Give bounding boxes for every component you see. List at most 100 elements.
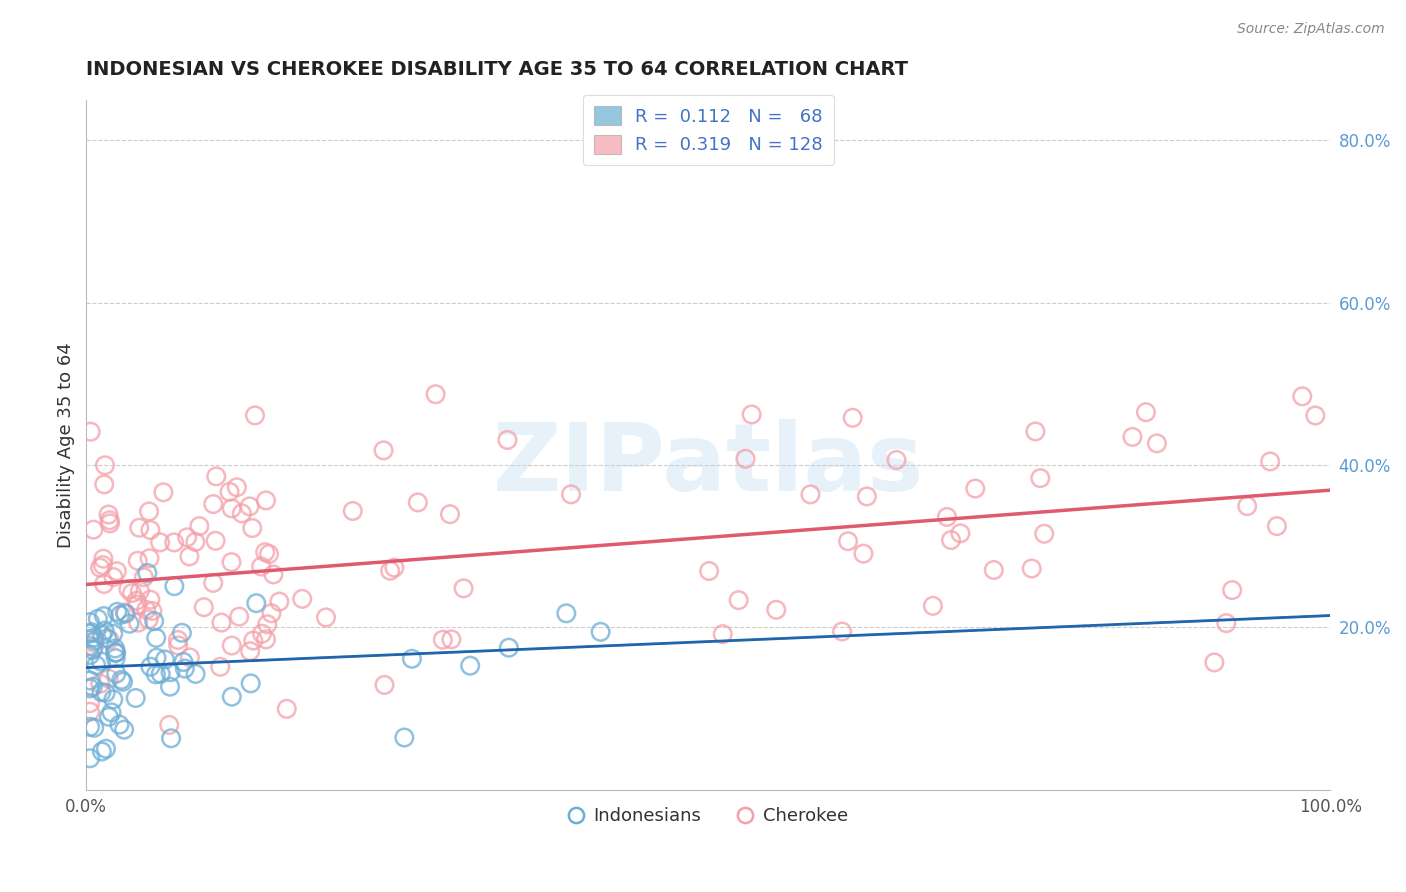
Point (153, 652, 176, 666)
Text: INDONESIAN VS CHEROKEE DISABILITY AGE 35 TO 64 CORRELATION CHART: INDONESIAN VS CHEROKEE DISABILITY AGE 35… (86, 60, 908, 78)
Point (1204, 656, 1226, 670)
Point (83, 635, 105, 649)
Point (238, 500, 260, 514)
Point (1024, 425, 1046, 439)
Point (496, 433, 519, 447)
Point (98, 632, 121, 647)
Point (382, 560, 405, 574)
Point (378, 564, 401, 578)
Point (125, 593, 148, 607)
Point (176, 530, 198, 544)
Point (82, 643, 104, 657)
Point (97, 710, 120, 724)
Point (179, 650, 201, 665)
Point (831, 624, 853, 639)
Legend: Indonesians, Cherokee: Indonesians, Cherokee (561, 800, 855, 832)
Point (211, 615, 233, 630)
Point (167, 639, 190, 653)
Point (401, 652, 423, 666)
Point (103, 570, 125, 584)
Point (406, 495, 429, 509)
Point (949, 526, 972, 541)
Point (112, 723, 135, 737)
Point (170, 625, 193, 640)
Point (1215, 616, 1237, 631)
Point (1236, 499, 1258, 513)
Point (145, 631, 167, 645)
Point (159, 680, 181, 694)
Point (221, 555, 243, 569)
Point (939, 533, 962, 547)
Point (159, 665, 181, 680)
Point (90, 655, 112, 669)
Point (91, 558, 114, 573)
Point (103, 692, 125, 706)
Point (87, 612, 110, 626)
Point (425, 387, 447, 401)
Point (245, 596, 267, 610)
Point (145, 650, 167, 665)
Point (104, 651, 127, 665)
Point (734, 451, 756, 466)
Point (239, 644, 262, 658)
Point (205, 469, 228, 483)
Point (97, 672, 120, 686)
Point (83, 633, 105, 648)
Point (84, 658, 107, 673)
Point (139, 659, 162, 673)
Point (105, 605, 128, 619)
Point (79, 425, 101, 439)
Point (108, 607, 131, 622)
Point (93, 477, 115, 491)
Point (221, 639, 243, 653)
Point (173, 662, 195, 676)
Point (1033, 526, 1056, 541)
Point (922, 599, 945, 613)
Point (90, 685, 112, 699)
Point (112, 674, 135, 689)
Point (79, 720, 101, 734)
Point (202, 497, 225, 511)
Point (163, 579, 186, 593)
Point (257, 547, 280, 561)
Point (799, 487, 821, 501)
Point (145, 667, 167, 681)
Point (79, 648, 101, 662)
Point (93, 609, 115, 624)
Point (83, 640, 105, 655)
Point (193, 600, 215, 615)
Point (139, 523, 162, 537)
Point (262, 567, 284, 582)
Point (250, 626, 273, 640)
Point (149, 666, 172, 681)
Point (79, 681, 101, 696)
Point (179, 549, 201, 564)
Point (184, 535, 207, 549)
Point (128, 583, 150, 598)
Point (741, 408, 763, 422)
Point (856, 490, 879, 504)
Point (100, 706, 122, 720)
Point (98, 516, 121, 531)
Point (276, 702, 298, 716)
Point (555, 607, 578, 621)
Point (1258, 454, 1281, 468)
Point (394, 731, 416, 745)
Point (83, 631, 105, 645)
Point (138, 551, 160, 566)
Point (97, 508, 120, 522)
Point (453, 582, 475, 596)
Point (98, 513, 121, 527)
Point (163, 535, 186, 549)
Point (228, 609, 250, 624)
Point (141, 604, 163, 618)
Point (291, 591, 314, 606)
Text: Source: ZipAtlas.com: Source: ZipAtlas.com (1237, 22, 1385, 37)
Point (240, 521, 263, 535)
Point (79, 615, 101, 629)
Point (94, 458, 117, 473)
Point (440, 632, 463, 647)
Point (250, 559, 273, 574)
Point (218, 484, 240, 499)
Point (82, 680, 104, 694)
